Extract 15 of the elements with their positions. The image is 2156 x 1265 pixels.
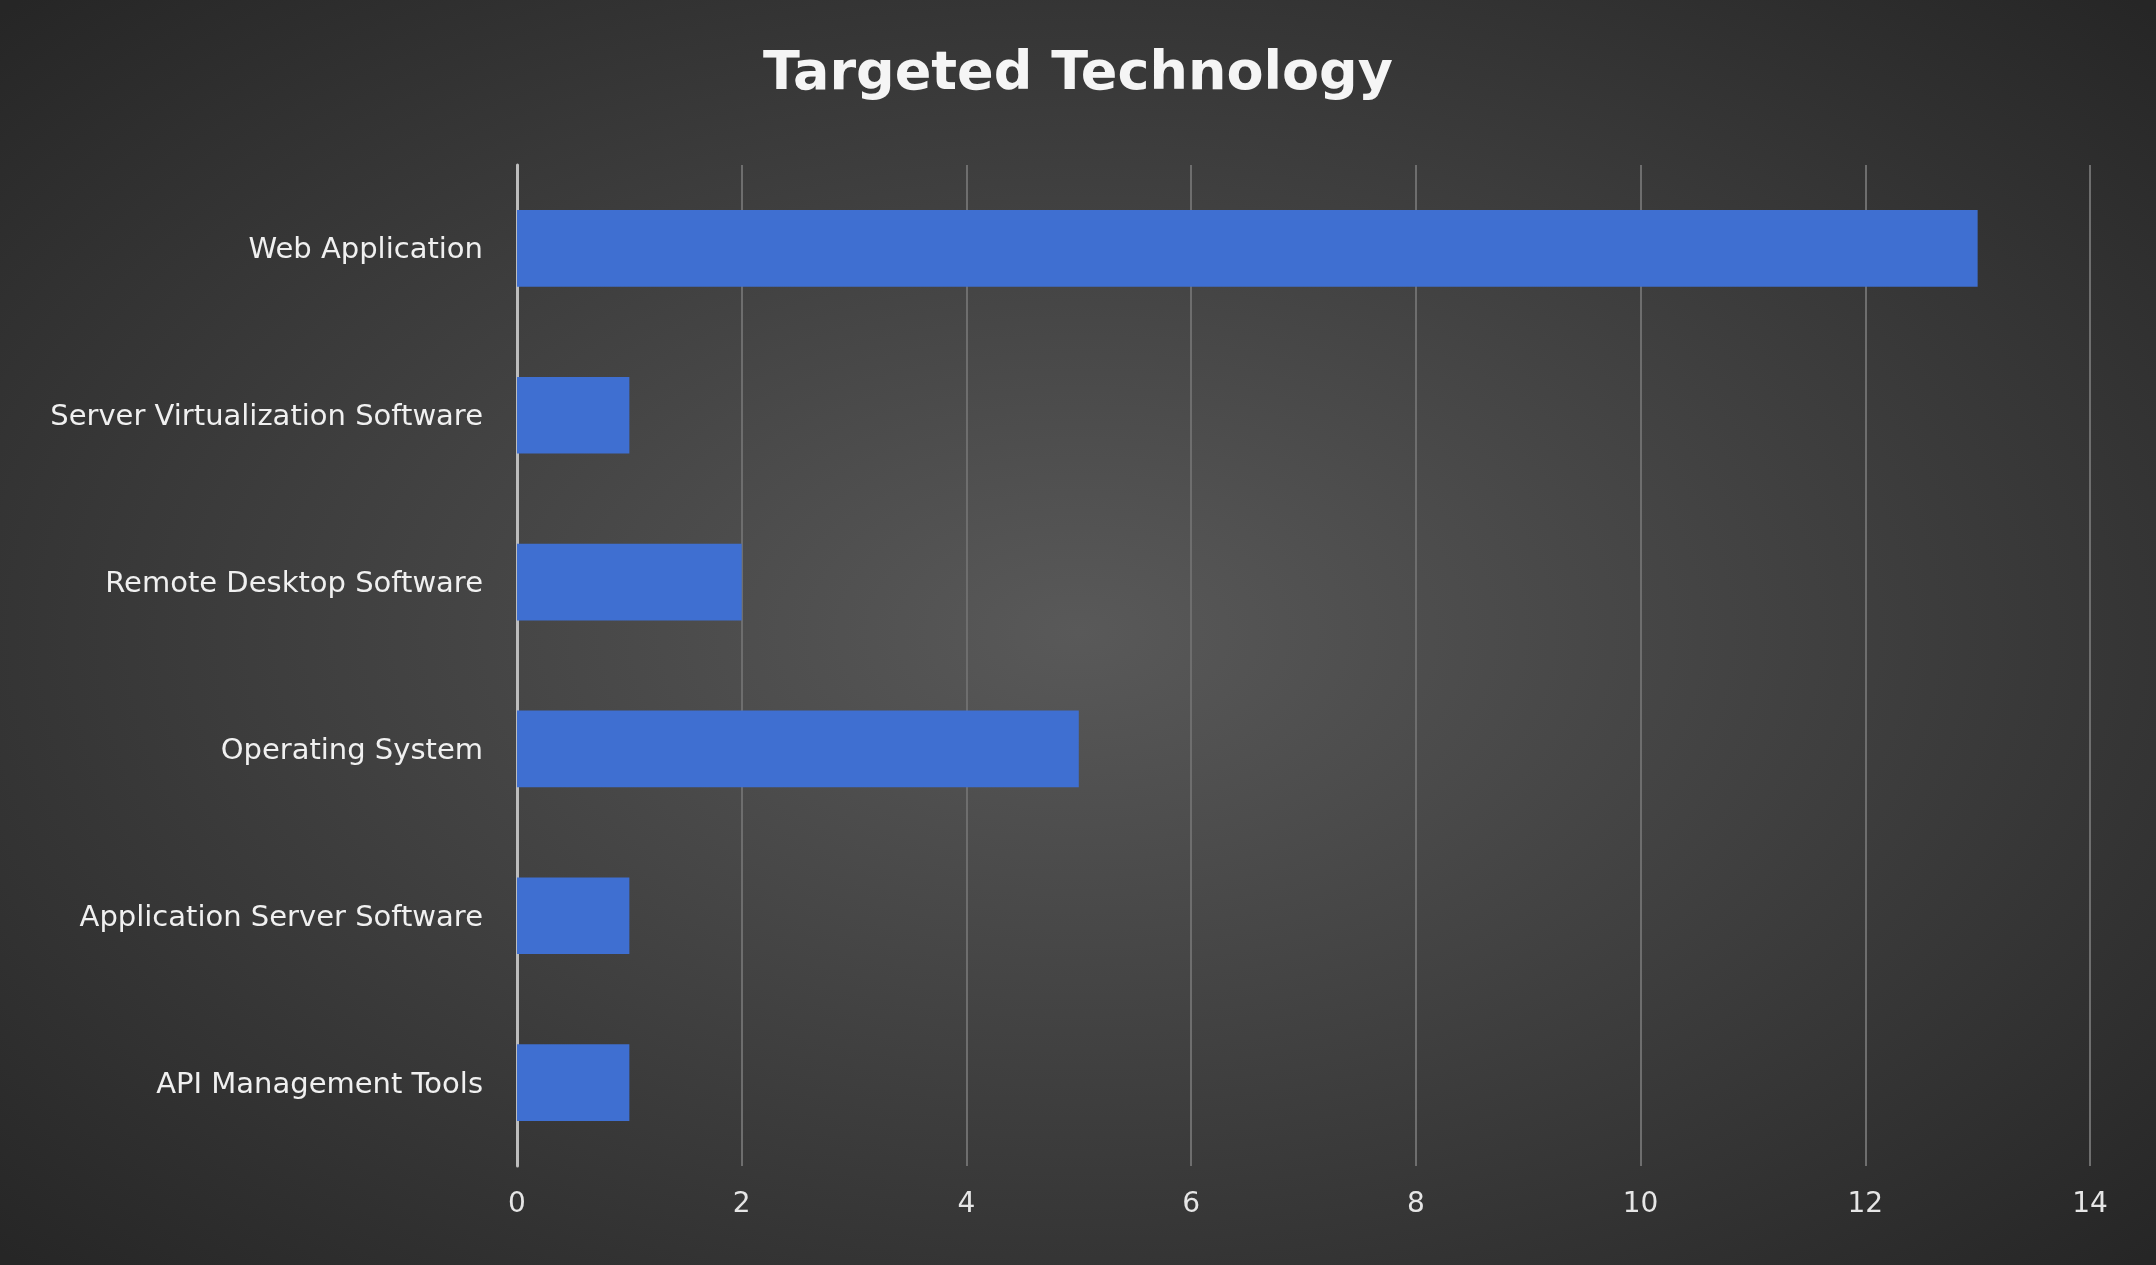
y-tick-label: Operating System — [220, 731, 483, 766]
x-tick-label: 0 — [508, 1185, 526, 1219]
x-tick-label: 6 — [1182, 1185, 1201, 1219]
y-tick-label: Application Server Software — [79, 898, 483, 933]
y-tick-label: Server Virtualization Software — [50, 398, 483, 433]
x-tick-label: 14 — [2072, 1185, 2108, 1219]
x-tick-label: 12 — [1847, 1185, 1884, 1219]
y-tick-label: Web Application — [248, 231, 483, 266]
x-tick-label: 10 — [1622, 1185, 1659, 1219]
y-tick-label: API Management Tools — [156, 1065, 483, 1100]
x-tick-label: 4 — [957, 1185, 976, 1219]
y-tick-label: Remote Desktop Software — [105, 565, 483, 600]
x-tick-label: 2 — [732, 1185, 751, 1219]
chart-title: Targeted Technology — [763, 38, 1393, 102]
x-tick-label: 8 — [1406, 1185, 1425, 1219]
